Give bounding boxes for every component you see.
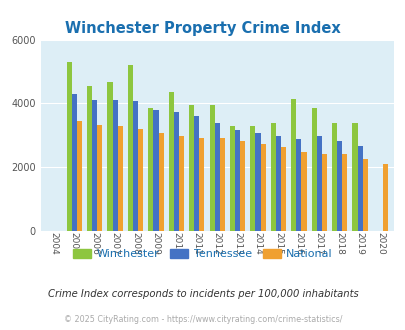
Bar <box>66 62 72 231</box>
Bar <box>290 99 296 231</box>
Bar <box>362 159 367 231</box>
Bar <box>112 100 117 231</box>
Bar <box>234 130 240 231</box>
Bar <box>87 86 92 231</box>
Bar <box>77 121 82 231</box>
Text: Winchester Property Crime Index: Winchester Property Crime Index <box>65 20 340 36</box>
Bar <box>229 126 234 231</box>
Bar <box>331 123 336 231</box>
Bar <box>336 141 341 231</box>
Bar <box>189 105 194 231</box>
Bar <box>321 154 326 231</box>
Bar <box>311 108 316 231</box>
Bar <box>72 94 77 231</box>
Bar <box>275 136 280 231</box>
Bar <box>382 164 387 231</box>
Bar <box>280 148 286 231</box>
Bar <box>179 136 183 231</box>
Bar <box>341 154 347 231</box>
Bar <box>209 105 214 231</box>
Text: © 2025 CityRating.com - https://www.cityrating.com/crime-statistics/: © 2025 CityRating.com - https://www.city… <box>64 315 341 324</box>
Bar <box>97 125 102 231</box>
Bar <box>128 65 133 231</box>
Legend: Winchester, Tennessee, National: Winchester, Tennessee, National <box>68 244 337 263</box>
Bar <box>214 123 219 231</box>
Bar <box>301 151 306 231</box>
Bar <box>194 115 199 231</box>
Bar <box>133 101 138 231</box>
Text: Crime Index corresponds to incidents per 100,000 inhabitants: Crime Index corresponds to incidents per… <box>47 289 358 299</box>
Bar <box>352 123 357 231</box>
Bar <box>250 126 255 231</box>
Bar <box>138 129 143 231</box>
Bar <box>296 140 301 231</box>
Bar <box>219 139 224 231</box>
Bar <box>158 133 163 231</box>
Bar <box>316 136 321 231</box>
Bar <box>260 144 265 231</box>
Bar <box>153 110 158 231</box>
Bar <box>168 92 173 231</box>
Bar <box>148 108 153 231</box>
Bar <box>270 123 275 231</box>
Bar <box>199 139 204 231</box>
Bar <box>240 141 245 231</box>
Bar <box>117 126 122 231</box>
Bar <box>255 133 260 231</box>
Bar <box>107 82 112 231</box>
Bar <box>92 100 97 231</box>
Bar <box>173 112 179 231</box>
Bar <box>357 146 362 231</box>
